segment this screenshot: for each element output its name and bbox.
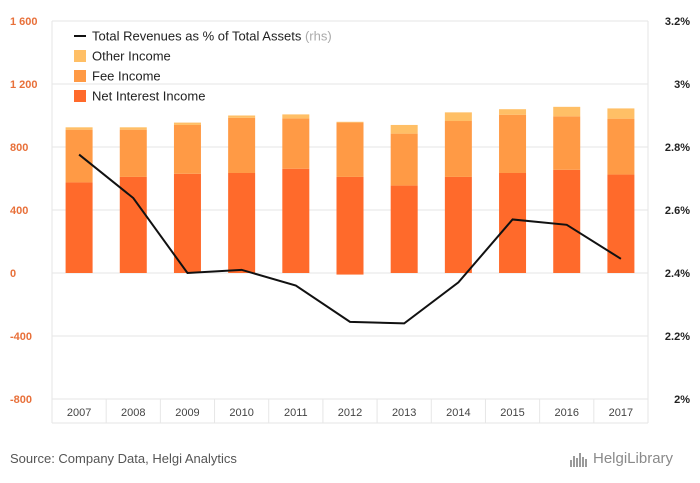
y-left-tick-label: 1 600 bbox=[10, 16, 38, 28]
bar-fee-income-2017 bbox=[607, 118, 635, 175]
x-tick-label: 2007 bbox=[67, 407, 91, 419]
bar-fee-income-2010 bbox=[228, 117, 256, 173]
y-left-tick-label: 1 200 bbox=[10, 79, 38, 91]
helgi-skyline-icon bbox=[570, 452, 587, 467]
bar-net-interest-income-2015 bbox=[499, 172, 527, 273]
bar-other-income-2009 bbox=[173, 122, 201, 125]
legend-label: Fee Income bbox=[92, 69, 161, 84]
bar-net-interest-income-2011 bbox=[282, 168, 310, 273]
bar-fee-income-2013 bbox=[390, 133, 418, 186]
bar-fee-income-2009 bbox=[173, 124, 201, 174]
bar-fee-income-2011 bbox=[282, 118, 310, 169]
bar-other-income-2011 bbox=[282, 114, 310, 119]
bar-other-income-2010 bbox=[228, 115, 256, 118]
bar-fee-income-2008 bbox=[119, 129, 147, 177]
y-left-tick-label: 400 bbox=[10, 205, 28, 217]
bars bbox=[65, 106, 635, 275]
y-right-tick-label: 2% bbox=[674, 394, 690, 406]
logo-text: HelgiLibrary bbox=[593, 450, 674, 467]
y-right-tick-label: 2.8% bbox=[665, 142, 690, 154]
legend-note: (rhs) bbox=[301, 29, 331, 44]
bar-other-income-2014 bbox=[444, 112, 472, 122]
bar-fee-income-2016 bbox=[553, 116, 581, 170]
x-tick-label: 2017 bbox=[609, 407, 633, 419]
x-tick-label: 2016 bbox=[554, 407, 578, 419]
legend-label: Other Income bbox=[92, 49, 171, 64]
legend-marker-box bbox=[74, 90, 86, 102]
legend-marker-box bbox=[74, 70, 86, 82]
bar-fee-income-2007 bbox=[65, 129, 93, 183]
y-right-tick-label: 2.2% bbox=[665, 331, 690, 343]
axis-ticks: 1 600 1 200 800 400 0 -400 -800 3.2% 3% 2.8% 2.6% 2… bbox=[10, 16, 690, 419]
bar-other-income-2015 bbox=[499, 109, 527, 115]
y-right-tick-label: 3% bbox=[674, 79, 690, 91]
y-right-tick-label: 2.4% bbox=[665, 268, 690, 280]
bar-net-interest-income-2010 bbox=[228, 172, 256, 273]
bar-net-interest-income-2013 bbox=[390, 185, 418, 273]
y-left-tick-label: 800 bbox=[10, 142, 28, 154]
revenue-ratio-line bbox=[78, 153, 622, 325]
bar-net-interest-income-2012 bbox=[336, 176, 364, 273]
bar-other-income-2007 bbox=[65, 127, 93, 130]
bar-other-income-2017 bbox=[607, 108, 635, 119]
y-left-tick-label: -800 bbox=[10, 394, 32, 406]
bar-net-interest-income-2016 bbox=[553, 169, 581, 273]
y-left-tick-label: 0 bbox=[10, 268, 16, 280]
bar-net-interest-income-2009 bbox=[173, 173, 201, 273]
x-tick-label: 2015 bbox=[500, 407, 524, 419]
bar-negative-net-interest-income-2012 bbox=[336, 273, 364, 275]
legend-marker-box bbox=[74, 50, 86, 62]
x-tick-label: 2011 bbox=[284, 407, 308, 419]
source-note: Source: Company Data, Helgi Analytics bbox=[10, 451, 237, 466]
bar-fee-income-2015 bbox=[499, 114, 527, 173]
bar-net-interest-income-2017 bbox=[607, 174, 635, 273]
y-right-tick-label: 3.2% bbox=[665, 16, 690, 28]
bar-other-income-2008 bbox=[119, 127, 147, 130]
x-tick-label: 2009 bbox=[175, 407, 199, 419]
bar-other-income-2013 bbox=[390, 124, 418, 134]
bar-other-income-2012 bbox=[336, 121, 364, 123]
bar-fee-income-2014 bbox=[444, 121, 472, 177]
revenue-ratio-polyline bbox=[78, 153, 622, 325]
legend: Total Revenues as % of Total Assets (rhs… bbox=[74, 29, 332, 104]
bar-net-interest-income-2008 bbox=[119, 176, 147, 273]
x-tick-label: 2014 bbox=[446, 407, 470, 419]
y-right-tick-label: 2.6% bbox=[665, 205, 690, 217]
x-tick-label: 2010 bbox=[229, 407, 253, 419]
helgi-library-logo: HelgiLibrary bbox=[569, 450, 673, 467]
legend-label: Total Revenues as % of Total Assets (rhs… bbox=[92, 29, 332, 44]
x-tick-label: 2012 bbox=[338, 407, 362, 419]
x-tick-label: 2013 bbox=[392, 407, 416, 419]
bar-net-interest-income-2014 bbox=[444, 176, 472, 273]
bar-fee-income-2012 bbox=[336, 122, 364, 177]
bar-other-income-2016 bbox=[553, 106, 581, 117]
legend-label: Net Interest Income bbox=[92, 89, 205, 104]
y-left-tick-label: -400 bbox=[10, 331, 32, 343]
bar-net-interest-income-2007 bbox=[65, 182, 93, 273]
x-tick-label: 2008 bbox=[121, 407, 145, 419]
